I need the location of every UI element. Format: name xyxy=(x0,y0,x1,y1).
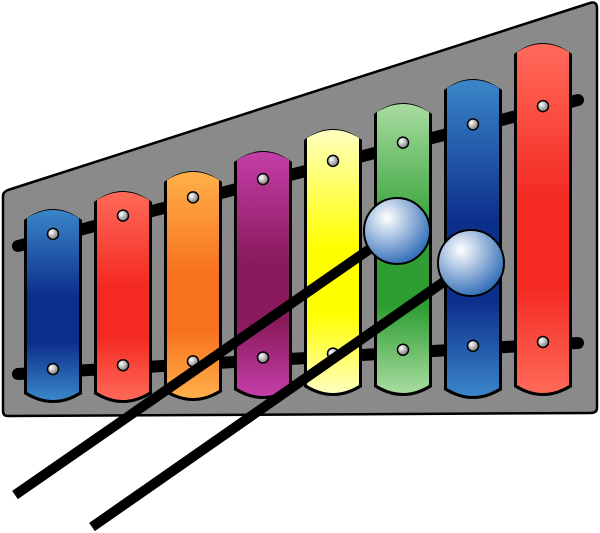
mallet-right xyxy=(89,229,505,532)
screw-icon xyxy=(396,136,410,149)
mallet-stick xyxy=(12,230,393,500)
screw-icon xyxy=(256,351,270,364)
screw-icon xyxy=(536,335,550,349)
mallet-head xyxy=(363,197,431,265)
screw-icon xyxy=(46,227,60,241)
bar-8-red xyxy=(517,44,569,393)
screw-icon xyxy=(186,191,200,204)
screw-icon xyxy=(116,209,130,222)
screw-icon xyxy=(326,154,340,168)
screw-icon xyxy=(46,362,60,376)
bar-5-yellow xyxy=(307,130,359,393)
screw-icon xyxy=(116,358,130,372)
screw-icon xyxy=(466,339,480,353)
bar-1-blue xyxy=(27,210,79,400)
screw-icon xyxy=(256,172,270,186)
mallet-stick xyxy=(89,262,468,532)
screw-icon xyxy=(466,118,480,131)
screw-icon xyxy=(536,99,550,113)
xylophone-bars xyxy=(24,43,572,403)
screw-icon xyxy=(396,343,410,356)
mallet-left xyxy=(12,197,431,500)
bar-3-orange xyxy=(167,172,219,398)
mallet-head xyxy=(437,229,505,297)
bar-2-red xyxy=(97,192,149,400)
